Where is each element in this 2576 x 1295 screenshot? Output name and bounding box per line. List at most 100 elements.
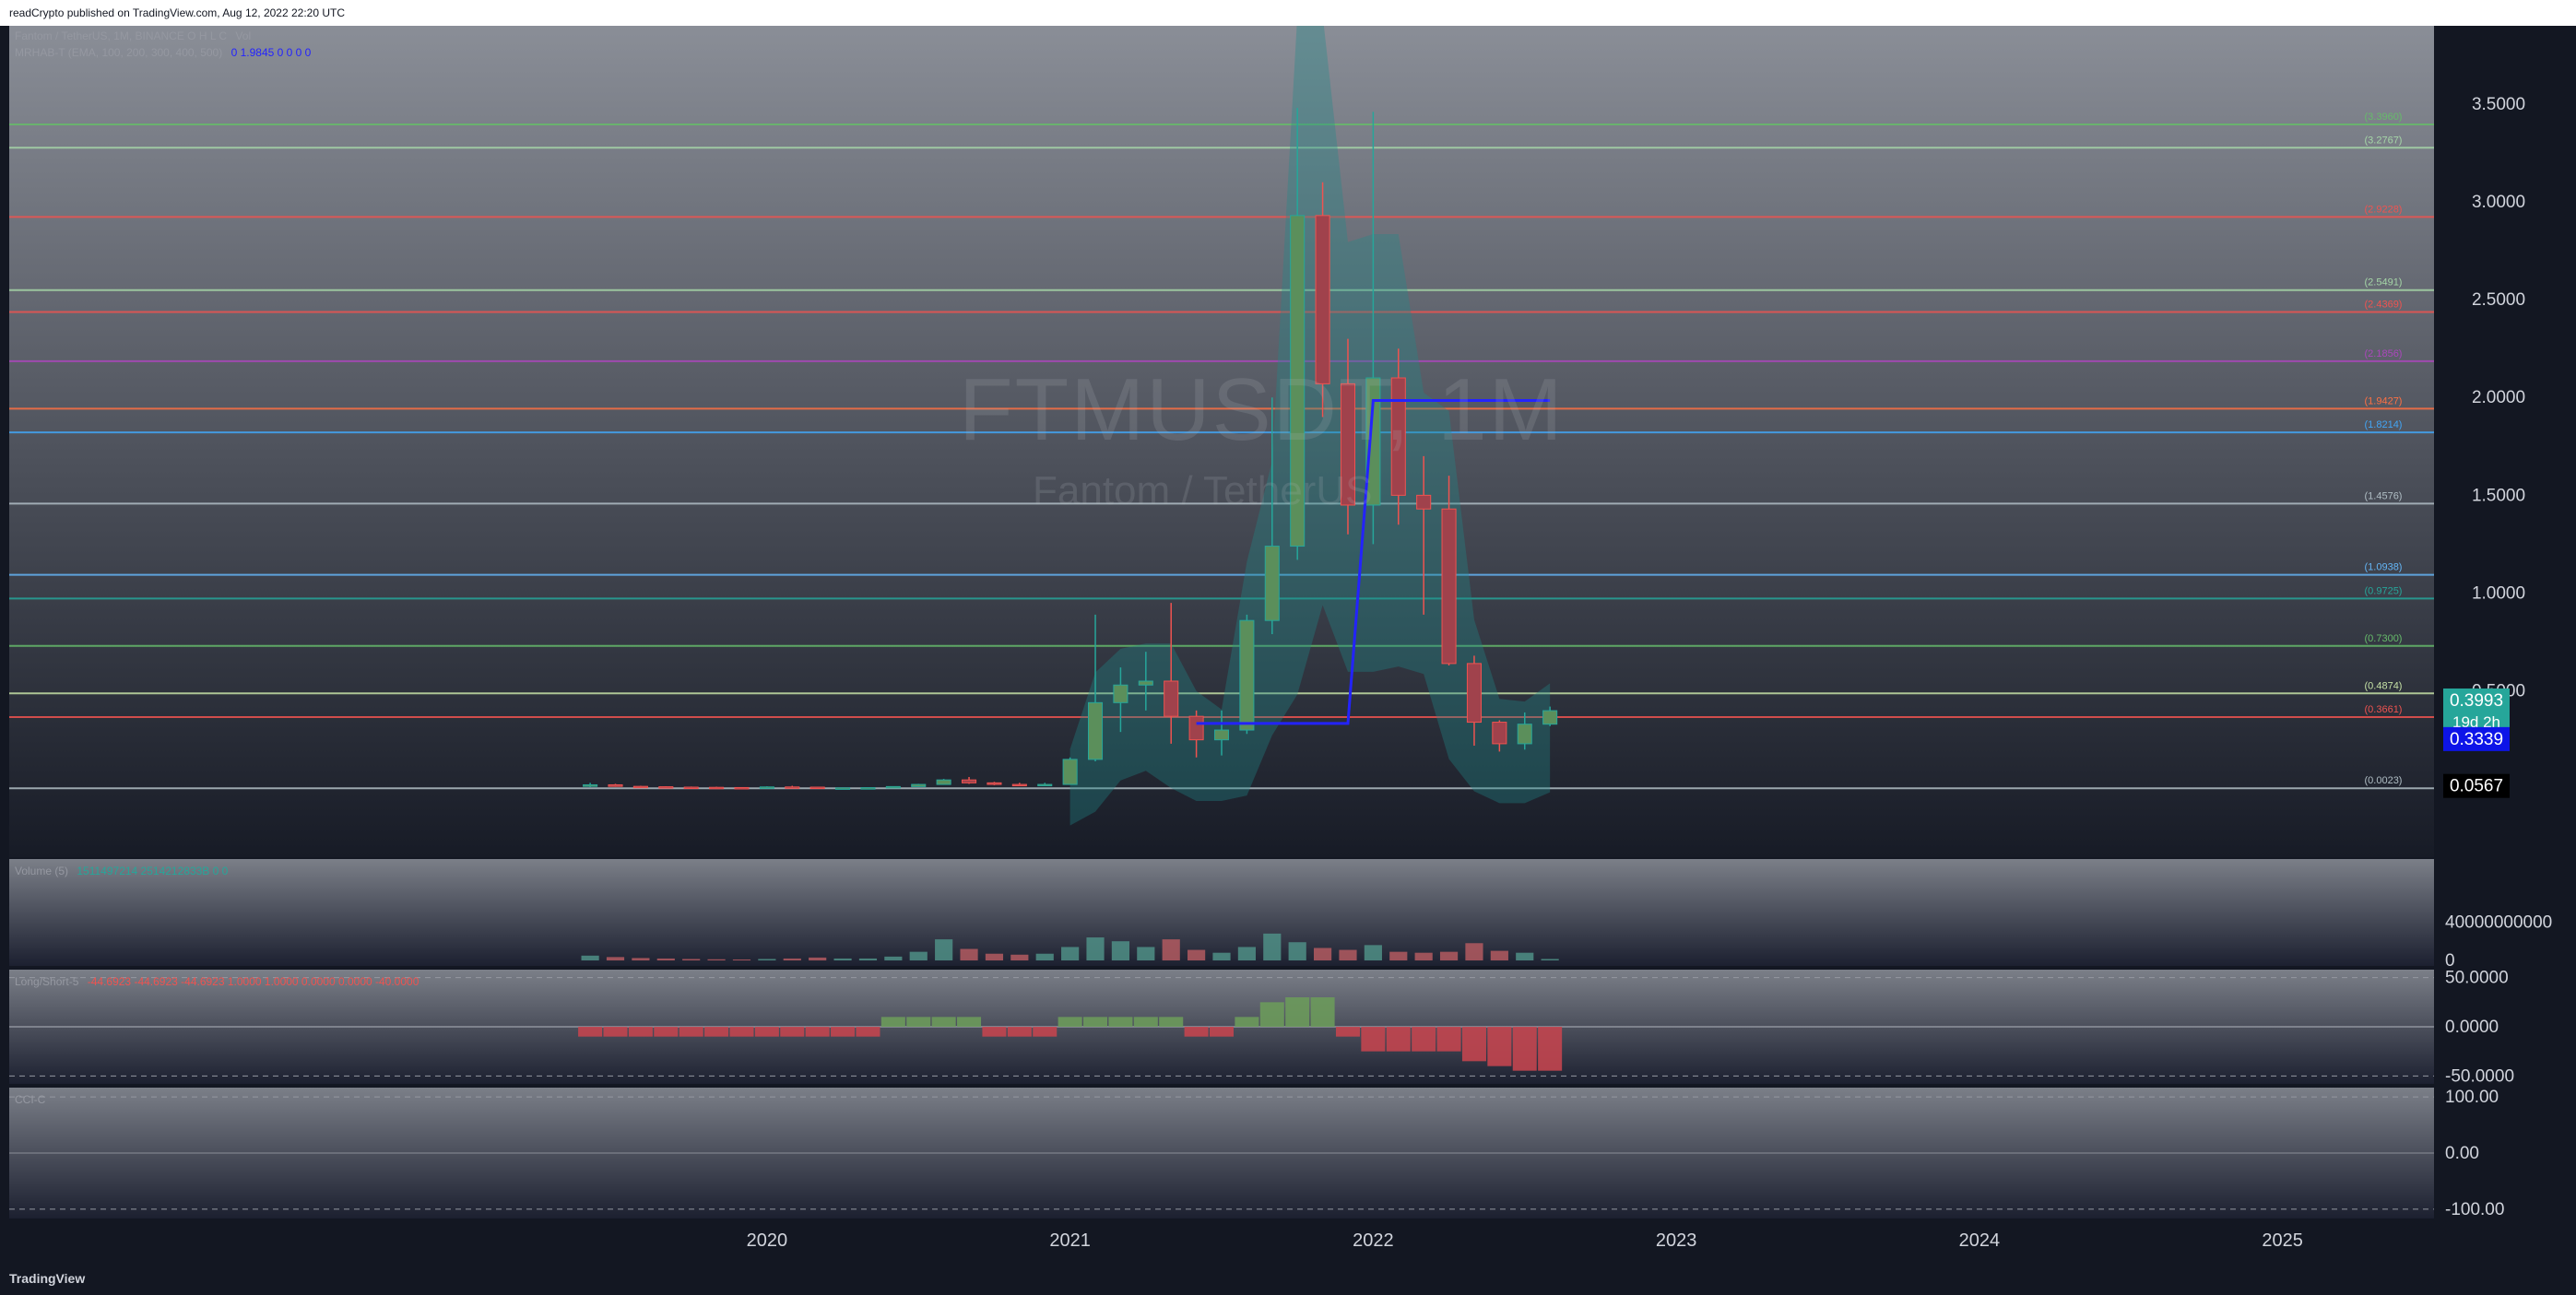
volume-bar — [1389, 951, 1408, 960]
ls-bar — [1461, 1027, 1486, 1062]
ls-bar — [1133, 1017, 1158, 1027]
candle-body — [1492, 722, 1507, 745]
candle-body — [1164, 680, 1179, 717]
ls-bar — [1007, 1027, 1032, 1037]
ls-bar — [982, 1027, 1007, 1037]
candle-body — [1466, 663, 1482, 724]
price-badge-label: 0.3339 — [2450, 730, 2503, 749]
ls-bar — [1412, 1027, 1436, 1052]
chart-area[interactable]: (3.3960) (3.2767) (2.9228) (2.5491) (2.4369)… — [0, 26, 2576, 1263]
candle-body — [987, 782, 1002, 785]
candle-body — [860, 787, 876, 790]
ls-bar — [603, 1027, 628, 1037]
time-tick-label: 2020 — [747, 1230, 788, 1251]
cci-legend[interactable]: CCI-C — [15, 1093, 45, 1106]
volume-bar — [935, 939, 953, 960]
volume-bar — [1414, 952, 1433, 960]
time-tick-label: 2023 — [1656, 1230, 1697, 1251]
candle-body — [583, 783, 598, 787]
longshort-legend[interactable]: Long/Short-5 -44.6923 -44.6923 -44.6923 … — [15, 975, 419, 988]
volume-bar — [656, 958, 675, 960]
chart-svg[interactable]: (3.3960) (3.2767) (2.9228) (2.5491) (2.4369)… — [0, 26, 2576, 1263]
indicator-legend-values: 0 1.9845 0 0 0 0 — [230, 46, 312, 59]
ls-bar — [1209, 1027, 1235, 1037]
ls-bar — [654, 1027, 679, 1037]
ls-bar — [931, 1017, 956, 1027]
ls-bar — [1159, 1017, 1184, 1027]
level-label: (0.0023) — [2365, 775, 2403, 786]
candle-body — [785, 786, 800, 789]
volume-bar — [1010, 954, 1029, 960]
main-legend[interactable]: Fantom / TetherUS, 1M, BINANCE O H L C V… — [15, 29, 251, 42]
price-tick-label: 2.0000 — [2472, 388, 2525, 407]
volume-bar — [1035, 953, 1054, 960]
volume-bar — [632, 958, 650, 960]
ls-bar — [1386, 1027, 1411, 1052]
candle-body — [759, 786, 774, 789]
candle-body — [1365, 377, 1381, 506]
indicator-legend[interactable]: MRHAB-T (EMA, 100, 200, 300, 400, 500) 0… — [15, 46, 311, 59]
ls-bar — [1259, 1002, 1284, 1027]
candle-body — [911, 783, 927, 787]
ls-bar — [780, 1027, 805, 1037]
publish-header: readCrypto published on TradingView.com,… — [0, 0, 2576, 26]
volume-bar — [581, 955, 599, 960]
ls-bar — [1033, 1027, 1058, 1037]
volume-legend[interactable]: Volume (5) 1511497214 2514212833B 0 0 — [15, 865, 228, 877]
ls-bar — [1184, 1027, 1209, 1037]
level-label: (1.0938) — [2365, 562, 2403, 573]
indicator-legend-text: MRHAB-T (EMA, 100, 200, 300, 400, 500) — [15, 46, 223, 59]
volume-bar — [1288, 942, 1306, 960]
volume-bar — [682, 959, 701, 960]
volume-tick-label: 0 — [2445, 951, 2455, 971]
price-tick-label: 1.0000 — [2472, 583, 2525, 603]
candle-body — [1517, 724, 1532, 745]
price-badge-label: 0.0567 — [2450, 777, 2503, 796]
volume-pane-bg — [9, 859, 2434, 966]
candle-body — [1290, 215, 1306, 547]
volume-bar — [960, 948, 978, 960]
price-badge — [2443, 688, 2510, 733]
ls-bar — [1108, 1017, 1133, 1027]
time-tick-label: 2022 — [1353, 1230, 1394, 1251]
ls-bar — [880, 1017, 905, 1027]
volume-bar — [1237, 947, 1256, 960]
candle-body — [1138, 680, 1153, 686]
candle-body — [1011, 783, 1027, 787]
ls-bar — [957, 1017, 982, 1027]
volume-bar — [985, 953, 1004, 960]
level-label: (3.2767) — [2365, 135, 2403, 146]
ls-bar — [1285, 997, 1310, 1027]
volume-bar — [1212, 952, 1231, 960]
volume-tick-label: 40000000000 — [2445, 912, 2552, 932]
ls-bar — [1310, 997, 1335, 1027]
candle-body — [1188, 715, 1204, 741]
volume-bar — [606, 957, 625, 960]
volume-bar — [1137, 947, 1155, 960]
longshort-legend-text: Long/Short-5 — [15, 975, 79, 988]
level-label: (2.4369) — [2365, 300, 2403, 311]
price-tick-label: 2.5000 — [2472, 290, 2525, 310]
volume-bar — [1339, 949, 1357, 960]
price-badge-label: 0.3993 — [2450, 691, 2503, 711]
volume-bar — [1490, 950, 1508, 960]
level-label: (0.3661) — [2365, 704, 2403, 715]
candle-body — [1340, 383, 1356, 506]
level-label: (2.9228) — [2365, 204, 2403, 215]
candle-body — [1390, 377, 1406, 496]
cci-tick-label: 0.00 — [2445, 1144, 2479, 1163]
volume-legend-text: Volume (5) — [15, 865, 69, 877]
ls-bar — [1487, 1027, 1512, 1066]
tradingview-logo[interactable]: TradingView — [9, 1271, 86, 1286]
candle-body — [835, 787, 851, 790]
ls-tick-label: 0.0000 — [2445, 1018, 2499, 1037]
volume-bar — [1111, 941, 1130, 960]
ls-tick-label: 50.0000 — [2445, 969, 2509, 988]
volume-bar — [758, 959, 776, 960]
publish-text: readCrypto published on TradingView.com,… — [9, 6, 346, 19]
watermark-name: Fantom / TetherUS — [1033, 468, 1373, 513]
candle-body — [936, 779, 951, 785]
volume-bar — [1263, 933, 1282, 960]
ls-bar — [729, 1027, 754, 1037]
candle-body — [1037, 783, 1053, 787]
